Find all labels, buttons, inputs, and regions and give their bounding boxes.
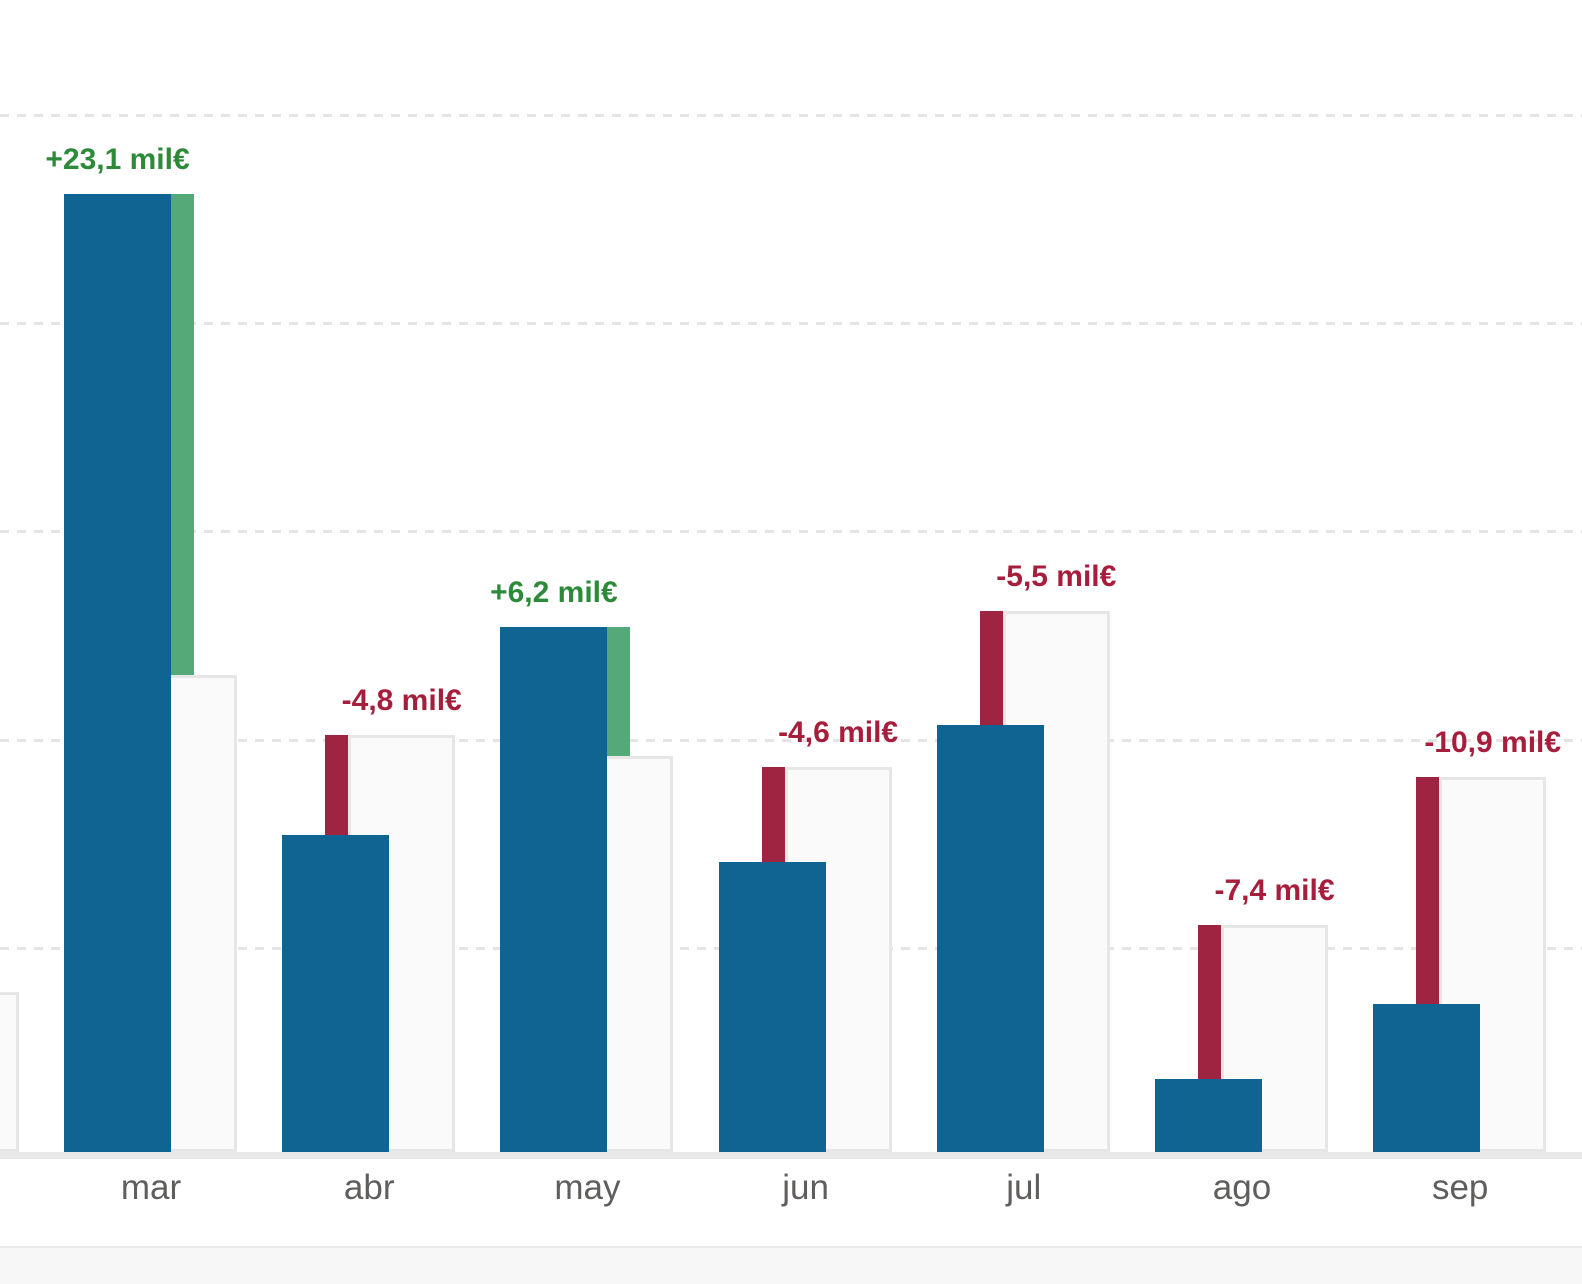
x-axis-label-ago: ago <box>1212 1168 1272 1207</box>
variance-label-jul: -5,5 mil€ <box>996 559 1117 593</box>
gridline-30 <box>0 530 1582 534</box>
x-axis-label-sep: sep <box>1431 1168 1489 1207</box>
actual-bar-jul[interactable] <box>936 725 1044 1152</box>
gridline-40 <box>0 322 1582 326</box>
gridline-50 <box>0 114 1582 117</box>
variance-label-sep: -10,9 mil€ <box>1424 726 1562 760</box>
x-axis-label-mar: mar <box>120 1168 182 1207</box>
actual-bar-sep[interactable] <box>1373 1004 1481 1152</box>
reference-bar-prev-partial[interactable] <box>0 991 19 1152</box>
x-axis-label-jul: jul <box>1006 1168 1042 1207</box>
actual-bar-mar[interactable] <box>64 194 171 1152</box>
gridline-20 <box>0 738 1582 742</box>
variance-bar-sep[interactable] <box>1416 777 1440 1004</box>
variance-label-abr: -4,8 mil€ <box>341 684 462 718</box>
variance-label-ago: -7,4 mil€ <box>1214 873 1335 907</box>
actual-bar-abr[interactable] <box>282 835 390 1152</box>
actual-bar-jun[interactable] <box>718 862 826 1152</box>
variance-bar-mar[interactable] <box>171 194 194 676</box>
variance-label-may: +6,2 mil€ <box>490 576 618 610</box>
bottom-panel <box>0 1246 1582 1284</box>
x-axis-line <box>0 1152 1582 1159</box>
actual-bar-may[interactable] <box>500 627 608 1152</box>
variance-bar-jun[interactable] <box>761 766 785 863</box>
variance-bar-may[interactable] <box>607 627 631 757</box>
variance-bar-ago[interactable] <box>1198 924 1221 1079</box>
variance-bar-jul[interactable] <box>979 610 1003 726</box>
actual-bar-ago[interactable] <box>1155 1078 1262 1152</box>
x-axis-label-jun: jun <box>782 1168 829 1207</box>
x-axis-label-abr: abr <box>343 1168 395 1207</box>
variance-bar-abr[interactable] <box>325 735 349 836</box>
x-axis-label-may: may <box>554 1168 621 1207</box>
variance-label-mar: +23,1 mil€ <box>45 143 190 177</box>
variance-label-jun: -4,6 mil€ <box>778 715 899 749</box>
